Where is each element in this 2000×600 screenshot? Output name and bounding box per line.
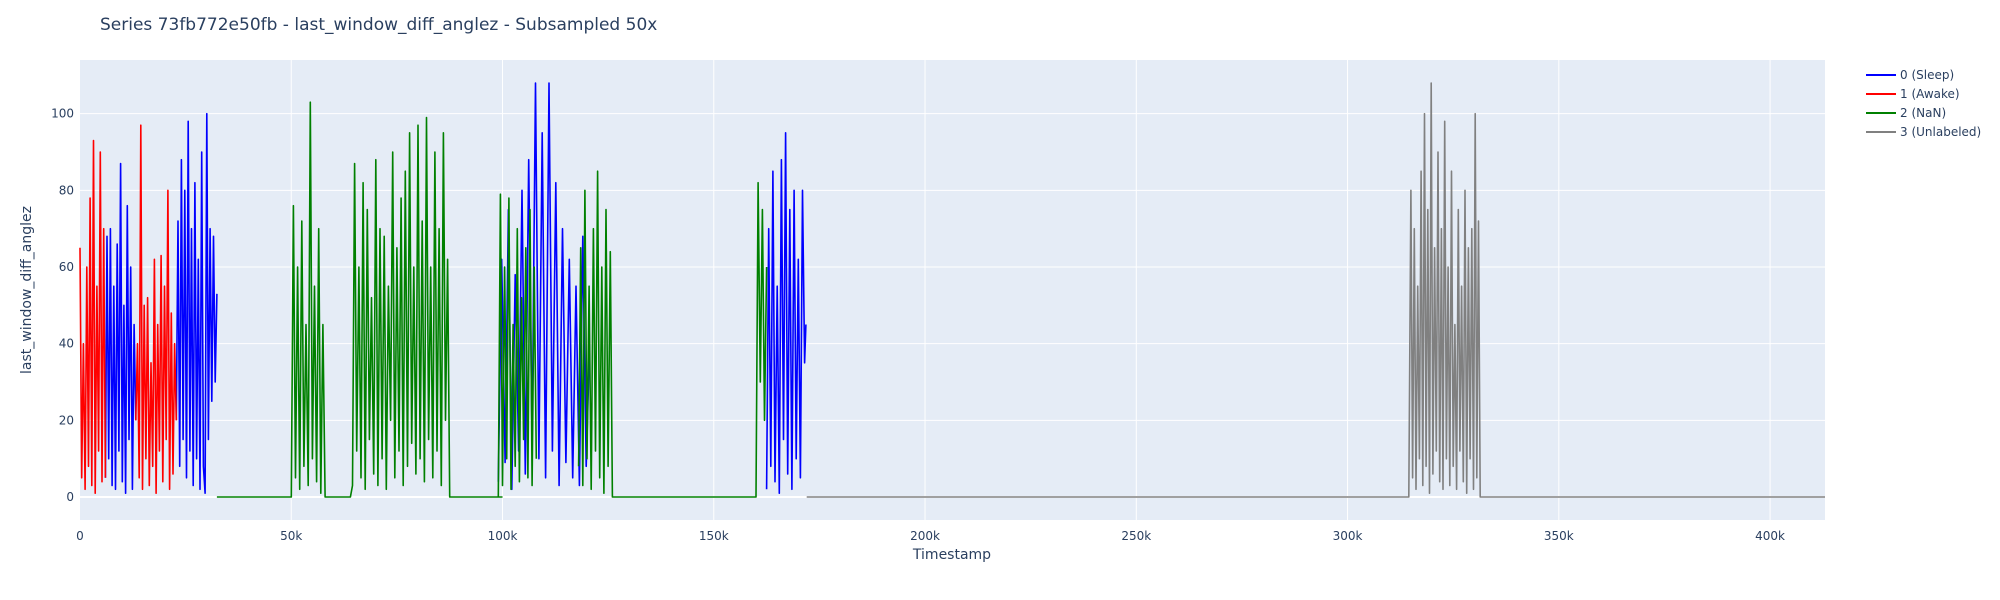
x-tick-label: 50k bbox=[280, 529, 302, 543]
y-tick-label: 100 bbox=[51, 107, 74, 121]
x-tick-label: 300k bbox=[1333, 529, 1363, 543]
series-line-2-nan bbox=[577, 170, 768, 498]
x-tick-label: 350k bbox=[1544, 529, 1574, 543]
legend-item-2-nan[interactable]: 2 (NaN) bbox=[1866, 106, 1946, 120]
legend-label: 0 (Sleep) bbox=[1900, 68, 1954, 82]
x-tick-labels: 0 50k 100k 150k 200k 250k 300k 350k 400k bbox=[76, 529, 1785, 543]
x-tick-label: 200k bbox=[910, 529, 940, 543]
series-line-3-unlabeled bbox=[806, 82, 1825, 498]
y-tick-label: 60 bbox=[59, 260, 74, 274]
legend-item-3-unlabeled[interactable]: 3 (Unlabeled) bbox=[1866, 125, 1981, 139]
legend-item-1-awake[interactable]: 1 (Awake) bbox=[1866, 87, 1960, 101]
legend-item-0-sleep[interactable]: 0 (Sleep) bbox=[1866, 68, 1954, 82]
y-tick-label: 20 bbox=[59, 413, 74, 427]
legend-label: 3 (Unlabeled) bbox=[1900, 125, 1981, 139]
x-tick-label: 100k bbox=[488, 529, 518, 543]
y-tick-label: 40 bbox=[59, 337, 74, 351]
series-lines bbox=[79, 82, 1825, 498]
x-axis-title: Timestamp bbox=[912, 547, 991, 563]
legend-label: 2 (NaN) bbox=[1900, 106, 1946, 120]
legend-label: 1 (Awake) bbox=[1900, 87, 1960, 101]
x-tick-label: 400k bbox=[1755, 529, 1785, 543]
y-tick-labels: 0 20 40 60 80 100 bbox=[51, 107, 74, 504]
series-line-1-awake bbox=[135, 124, 178, 495]
y-axis-title: last_window_diff_anglez bbox=[19, 206, 35, 374]
series-line-0-sleep bbox=[104, 162, 137, 495]
series-line-2-nan bbox=[497, 193, 538, 498]
series-line-1-awake bbox=[79, 139, 107, 495]
y-tick-label: 0 bbox=[66, 490, 74, 504]
x-tick-label: 150k bbox=[699, 529, 729, 543]
x-tick-label: 250k bbox=[1121, 529, 1151, 543]
y-tick-label: 80 bbox=[59, 183, 74, 197]
series-line-0-sleep bbox=[765, 132, 807, 495]
legend[interactable]: 0 (Sleep) 1 (Awake) 2 (NaN) 3 (Unlabeled) bbox=[1866, 68, 1981, 139]
x-tick-label: 0 bbox=[76, 529, 84, 543]
series-line-0-sleep bbox=[175, 112, 218, 495]
plot-area bbox=[80, 60, 1825, 520]
chart-title: Series 73fb772e50fb - last_window_diff_a… bbox=[100, 15, 657, 35]
series-line-2-nan bbox=[216, 101, 503, 498]
